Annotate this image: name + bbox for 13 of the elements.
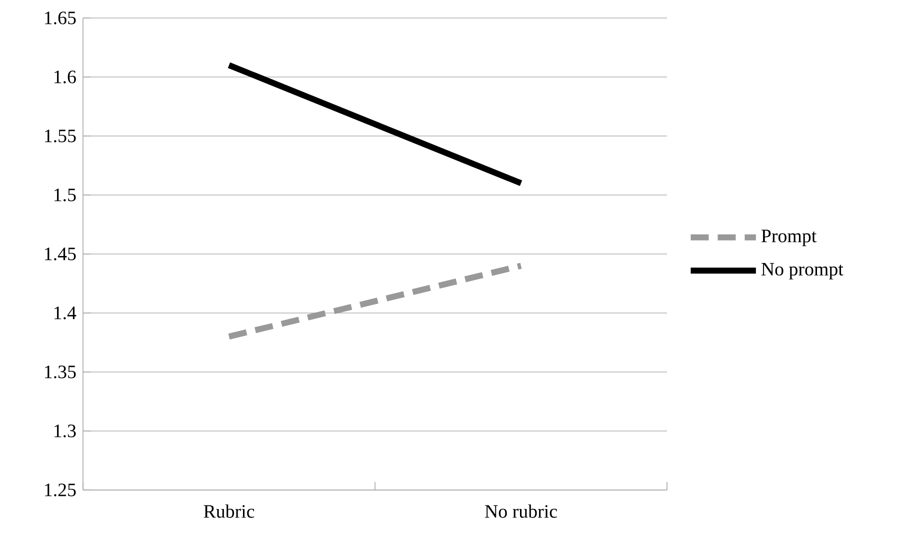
y-tick-label: 1.35 (45, 366, 76, 378)
y-tick-label: 1.5 (54, 188, 76, 202)
y-tick-label: 1.65 (45, 12, 76, 24)
y-tick-label: 1.25 (45, 484, 76, 496)
y-tick-label: 1.6 (54, 70, 76, 84)
x-tick-label: Rubric (204, 504, 254, 518)
y-tick-label: 1.45 (45, 248, 76, 260)
legend-label: Prompt (761, 230, 817, 246)
y-tick-label: 1.4 (54, 306, 76, 320)
y-tick-label: 1.3 (54, 424, 76, 438)
y-tick-label: 1.55 (45, 130, 76, 142)
x-tick-label: No rubric (485, 504, 557, 518)
legend-label: No prompt (761, 262, 844, 280)
